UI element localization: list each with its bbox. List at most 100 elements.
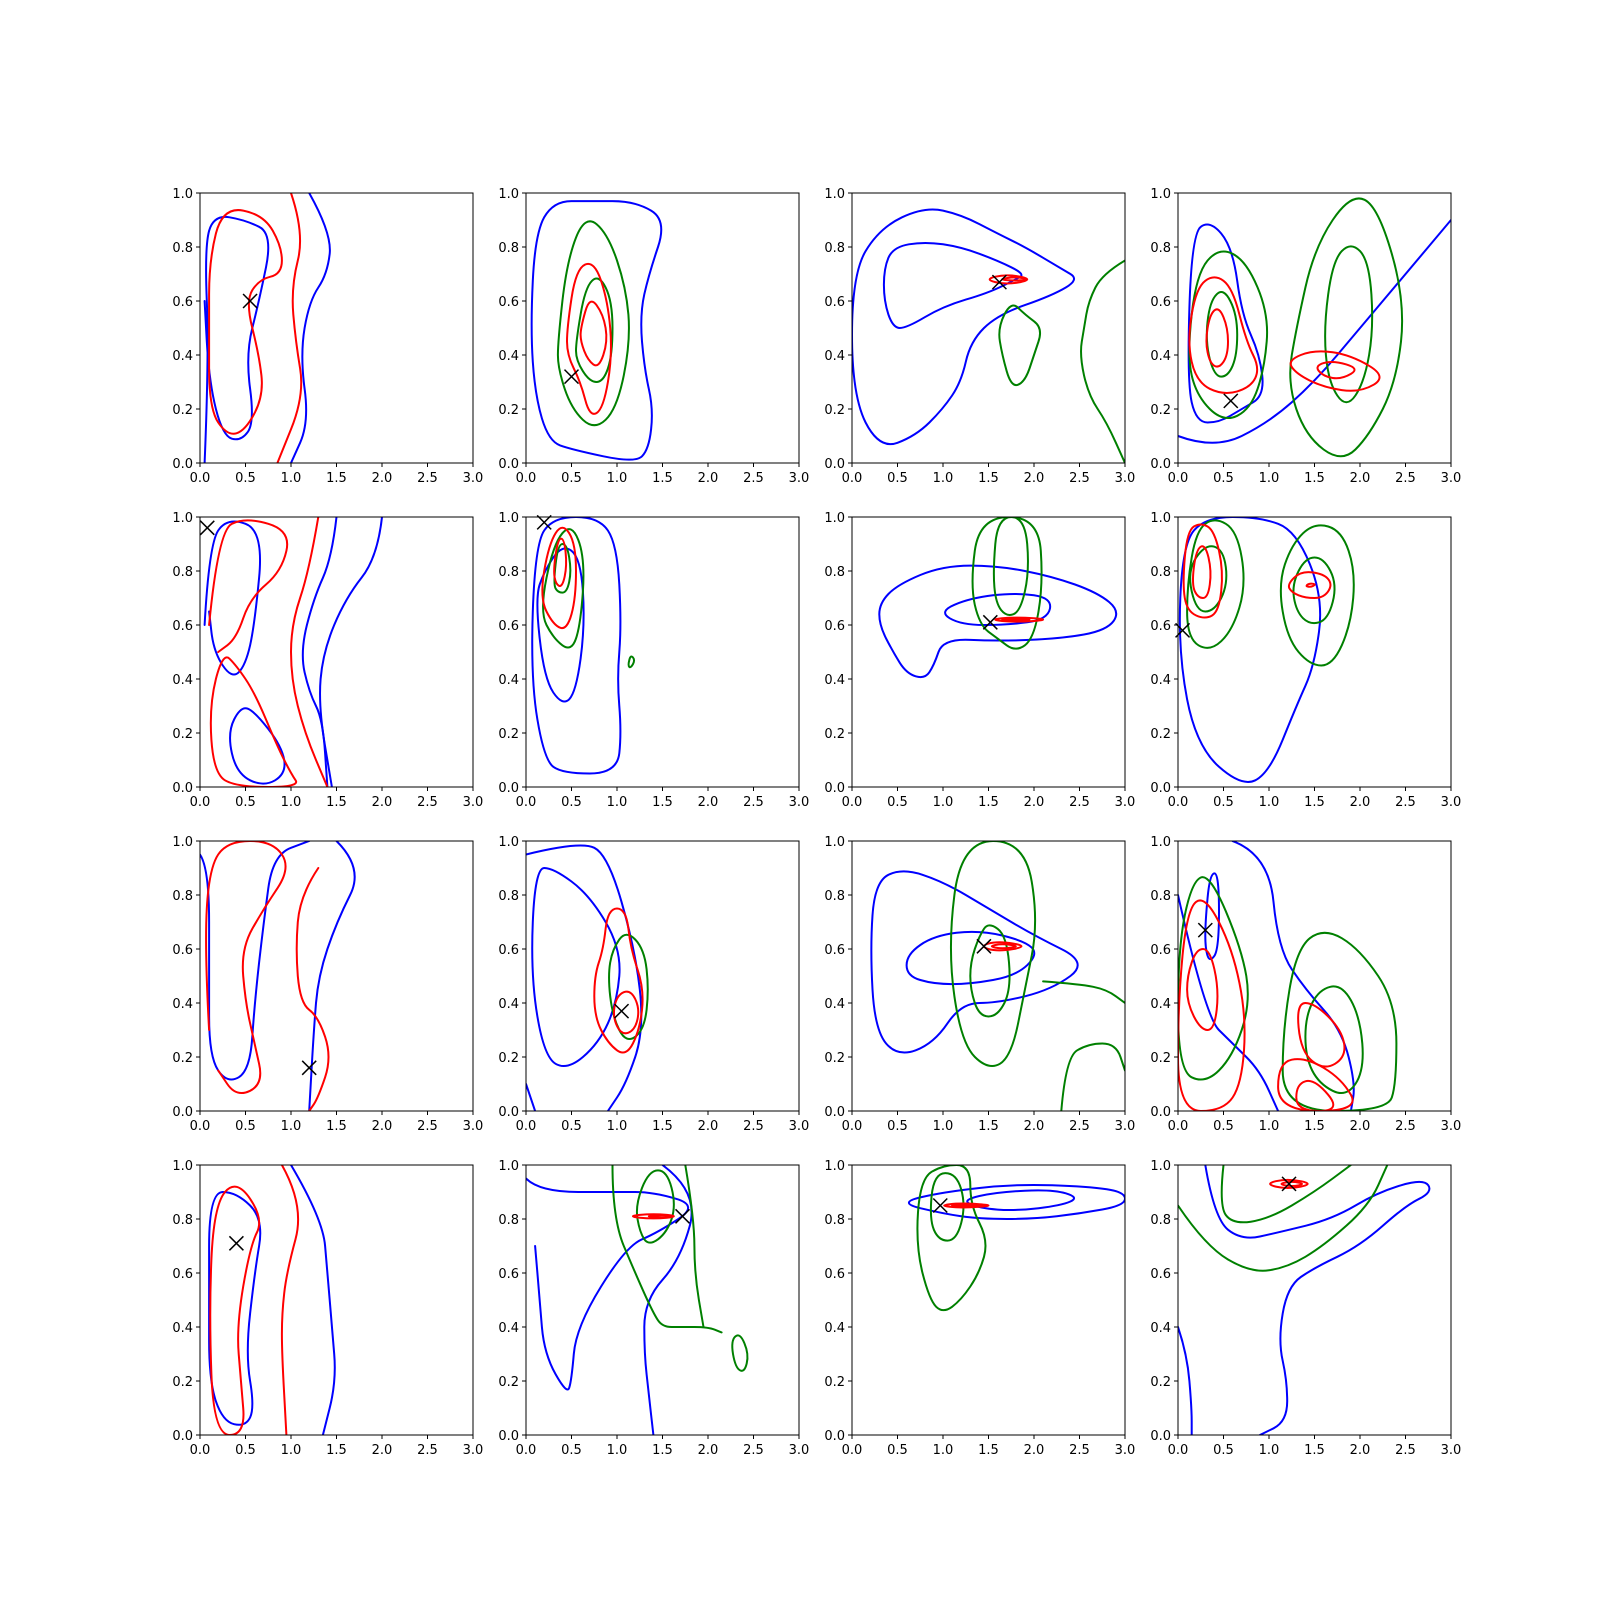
y-tick-label: 1.0 [172,835,193,850]
subplot-11: 0.0 0.5 1.0 1.5 2.0 2.5 3.0 0.0 0.2 0.4 0.6 0.8 1.0 [824,835,1135,1134]
y-tick-label: 0.0 [1150,1105,1171,1120]
x-tick-label: 3.0 [463,471,484,486]
contour-red [1295,1079,1335,1111]
contour-blue [319,517,383,787]
x-tick-label: 0.5 [887,471,908,486]
y-tick-label: 0.6 [1150,295,1171,310]
contour-blue [905,930,1036,986]
contour-red [541,526,577,630]
contour-group [907,1165,1125,1312]
contour-blue [229,707,286,785]
x-tick-label: 1.0 [1259,1119,1280,1134]
contour-green [635,1169,675,1244]
marker-x [242,293,258,309]
y-tick-label: 0.4 [824,349,845,364]
x-tick-label: 2.5 [1395,1443,1416,1458]
x-tick-label: 2.5 [743,1119,764,1134]
subplot-5: 0.0 0.5 1.0 1.5 2.0 2.5 3.0 0.0 0.2 0.4 0.6 0.8 1.0 [172,511,483,810]
x-tick-label: 2.0 [372,1119,393,1134]
x-tick-label: 1.5 [652,1119,673,1134]
marker-x [1197,922,1213,938]
subplot-12: 0.0 0.5 1.0 1.5 2.0 2.5 3.0 0.0 0.2 0.4 0.6 0.8 1.0 [1150,835,1461,1134]
x-tick-label: 0.0 [190,471,211,486]
contour-green [998,304,1042,387]
x-tick-label: 3.0 [789,795,810,810]
subplot-16: 0.0 0.5 1.0 1.5 2.0 2.5 3.0 0.0 0.2 0.4 0.6 0.8 1.0 [1150,1159,1461,1458]
x-tick-label: 0.0 [190,1443,211,1458]
x-tick-label: 1.5 [652,1443,673,1458]
x-tick-label: 3.0 [789,471,810,486]
contour-green [1281,931,1398,1111]
contour-blue [203,520,261,676]
contour-blue [526,1177,690,1391]
y-tick-label: 0.2 [824,403,845,418]
y-tick-label: 0.4 [498,1321,519,1336]
contour-group [1178,197,1451,458]
contour-green [1188,250,1269,419]
contour-green [992,517,1029,616]
x-tick-label: 2.0 [1024,1119,1045,1134]
contour-red [276,193,303,463]
y-tick-label: 0.6 [1150,1267,1171,1282]
y-tick-label: 0.0 [498,1105,519,1120]
contour-green [611,1165,723,1334]
x-tick-label: 2.0 [1024,1443,1045,1458]
contour-green [1292,556,1336,625]
contour-blue [203,215,270,463]
y-tick-label: 0.4 [172,997,193,1012]
x-tick-label: 3.0 [1115,795,1136,810]
y-tick-label: 0.8 [172,241,193,256]
x-tick-label: 3.0 [789,1443,810,1458]
y-tick-label: 0.4 [498,673,519,688]
x-tick-label: 0.0 [1168,471,1189,486]
contour-red [205,841,287,1094]
contour-group [852,208,1125,463]
contour-group [203,193,331,463]
x-tick-label: 1.5 [652,795,673,810]
x-tick-label: 2.5 [417,1443,438,1458]
subplot-2: 0.0 0.5 1.0 1.5 2.0 2.5 3.0 0.0 0.2 0.4 0.6 0.8 1.0 [498,187,809,486]
y-tick-label: 0.0 [498,457,519,472]
x-tick-label: 0.0 [842,1443,863,1458]
y-tick-label: 0.8 [498,1213,519,1228]
contour-red [553,537,568,588]
x-tick-label: 0.5 [561,471,582,486]
subplot-15: 0.0 0.5 1.0 1.5 2.0 2.5 3.0 0.0 0.2 0.4 0.6 0.8 1.0 [824,1159,1135,1458]
x-tick-label: 1.0 [281,1443,302,1458]
x-tick-label: 1.0 [933,1119,954,1134]
contour-red [1277,1058,1354,1111]
contour-green [575,277,614,383]
contour-group [203,517,383,787]
y-tick-label: 0.4 [172,1321,193,1336]
contour-blue [290,1165,336,1435]
x-tick-label: 3.0 [1441,471,1462,486]
x-tick-label: 3.0 [463,1443,484,1458]
contour-red [647,1214,674,1219]
x-tick-label: 0.5 [235,795,256,810]
y-tick-label: 0.4 [824,997,845,1012]
marker-x [674,1208,691,1224]
contour-green [1289,197,1404,458]
y-tick-label: 0.4 [1150,1321,1171,1336]
x-tick-label: 2.0 [372,795,393,810]
x-tick-label: 0.0 [516,471,537,486]
subplot-9: 0.0 0.5 1.0 1.5 2.0 2.5 3.0 0.0 0.2 0.4 0.6 0.8 1.0 [172,835,483,1134]
contour-green [553,543,572,594]
x-tick-label: 2.0 [698,1443,719,1458]
x-tick-label: 1.0 [607,1443,628,1458]
contour-green [916,1165,987,1312]
x-tick-label: 1.0 [607,1119,628,1134]
y-tick-label: 0.2 [1150,727,1171,742]
x-tick-label: 1.5 [1304,1443,1325,1458]
contour-group [1178,841,1398,1111]
contour-red [208,209,283,435]
y-tick-label: 0.8 [824,889,845,904]
y-tick-label: 0.4 [1150,673,1171,688]
contour-group [200,841,356,1111]
contour-group [526,1165,749,1435]
x-tick-label: 1.5 [978,471,999,486]
contour-red [1186,948,1219,1031]
y-tick-label: 0.2 [172,727,193,742]
y-tick-label: 0.8 [1150,241,1171,256]
